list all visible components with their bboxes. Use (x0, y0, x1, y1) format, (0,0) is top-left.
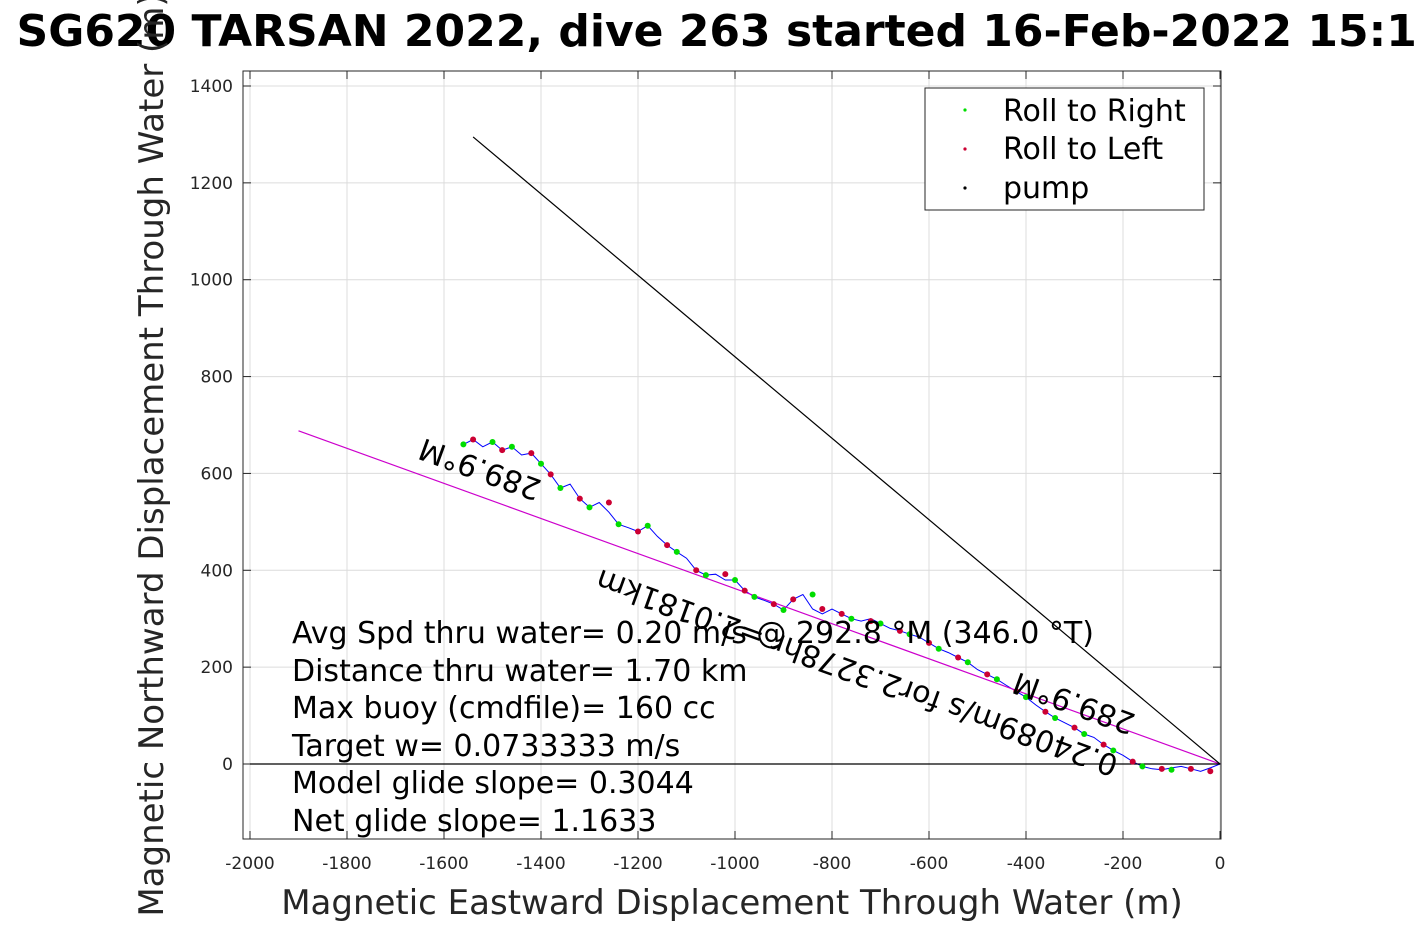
marker-roll-left (605, 499, 612, 506)
marker-roll-left (499, 447, 506, 454)
marker-roll-left (1207, 768, 1214, 775)
x-tick-labels: -2000 -1800 -1600 -1400 -1200 -1000 -800 -600 -4… (225, 854, 1225, 874)
marker-roll-left (635, 528, 641, 535)
marker-roll-right (1139, 763, 1146, 770)
marker-roll-right (877, 620, 884, 627)
marker-layer (460, 436, 1214, 775)
marker-roll-right (644, 522, 651, 529)
x-tick-label: -1400 (516, 854, 565, 874)
stat-model-glide-slope: Model glide slope= 0.3044 (292, 766, 694, 801)
marker-roll-right (673, 548, 680, 555)
marker-roll-right (489, 438, 496, 445)
x-tick-label: -600 (910, 854, 949, 874)
marker-roll-right (1052, 714, 1059, 721)
legend: Roll to Right Roll to Left pump (924, 87, 1205, 211)
marker-roll-left (955, 654, 962, 661)
y-tick-label: 0 (222, 755, 233, 775)
marker-roll-left (1071, 724, 1078, 731)
marker-roll-right (615, 521, 622, 528)
x-tick-label: -1600 (419, 854, 468, 874)
x-tick-label: -2000 (225, 854, 274, 874)
stat-distance: Distance thru water= 1.70 km (292, 654, 747, 689)
marker-roll-left (528, 450, 535, 457)
marker-roll-left (790, 596, 797, 603)
legend-marker-pump (963, 186, 967, 190)
y-tick-label: 1200 (190, 174, 233, 194)
series-line-course (298, 430, 1221, 765)
y-axis-label: Magnetic Northward Displacement Through … (132, 0, 172, 917)
marker-roll-left (693, 567, 700, 574)
x-tick-label: -1000 (710, 854, 759, 874)
legend-label-pump: pump (1003, 171, 1089, 206)
marker-roll-left (1013, 688, 1020, 695)
marker-roll-right (1168, 766, 1175, 773)
marker-roll-left (867, 618, 874, 625)
x-tick-label: -800 (813, 854, 852, 874)
stat-avg-speed: Avg Spd thru water= 0.20 m/s @ 292.8 °M … (292, 616, 1094, 651)
y-tick-labels: 0 200 400 600 800 1000 1200 1400 (190, 77, 233, 775)
marker-roll-right (993, 676, 1000, 683)
marker-roll-left (819, 606, 826, 613)
stat-max-buoy: Max buoy (cmdfile)= 160 cc (292, 691, 716, 726)
marker-roll-right (1081, 730, 1088, 737)
marker-roll-right (1023, 694, 1029, 701)
marker-roll-right (460, 441, 467, 448)
series-line-bearing (472, 136, 1221, 765)
marker-roll-left (1042, 708, 1049, 715)
marker-roll-right (702, 572, 709, 579)
marker-roll-left (470, 436, 477, 443)
marker-roll-left (576, 495, 583, 502)
marker-roll-left (547, 471, 554, 478)
legend-marker-roll-right (963, 108, 967, 112)
y-tick-label: 600 (201, 464, 233, 484)
marker-roll-right (586, 504, 593, 511)
x-tick-label: -1800 (322, 854, 371, 874)
marker-roll-right (809, 591, 816, 598)
chart-title: SG620 TARSAN 2022, dive 263 started 16-F… (17, 6, 1417, 57)
marker-roll-left (1158, 765, 1165, 772)
marker-roll-right (964, 659, 971, 666)
marker-roll-left (741, 587, 748, 594)
marker-roll-right (732, 576, 738, 583)
stat-net-glide-slope: Net glide slope= 1.1633 (292, 804, 656, 839)
marker-roll-right (935, 645, 942, 652)
y-tick-label: 1000 (190, 271, 233, 291)
y-tick-label: 200 (201, 658, 233, 678)
marker-roll-left (664, 542, 671, 549)
marker-roll-left (722, 571, 729, 578)
y-tick-label: 800 (201, 368, 233, 388)
x-tick-label: -200 (1104, 854, 1143, 874)
x-tick-label: 0 (1215, 854, 1226, 874)
marker-roll-right (557, 484, 564, 491)
marker-roll-left (1187, 765, 1194, 772)
marker-roll-right (751, 593, 758, 600)
marker-roll-right (538, 460, 544, 467)
marker-roll-right (508, 443, 515, 450)
marker-roll-left (1100, 741, 1107, 748)
stat-target-w: Target w= 0.0733333 m/s (291, 729, 680, 764)
y-tick-label: 1400 (190, 77, 233, 97)
marker-roll-left (1129, 758, 1136, 765)
stats-block: Avg Spd thru water= 0.20 m/s @ 292.8 °M … (291, 616, 1094, 839)
marker-roll-left (770, 601, 777, 608)
legend-label-roll-right: Roll to Right (1003, 94, 1186, 129)
marker-roll-right (848, 615, 855, 622)
x-tick-label: -1200 (613, 854, 662, 874)
marker-roll-left (926, 639, 932, 646)
heading-label-upper: 289.9°M (415, 430, 546, 506)
legend-marker-roll-left (963, 147, 967, 151)
marker-roll-left (896, 627, 903, 634)
legend-box (924, 87, 1205, 211)
plot-area (242, 70, 1222, 840)
marker-roll-right (906, 631, 913, 638)
y-tick-label: 400 (201, 561, 233, 581)
marker-roll-right (1110, 747, 1117, 754)
marker-roll-left (984, 671, 991, 678)
x-tick-label: -400 (1007, 854, 1046, 874)
legend-label-roll-left: Roll to Left (1003, 132, 1163, 167)
marker-roll-right (780, 606, 787, 613)
marker-roll-left (838, 610, 845, 617)
x-axis-label: Magnetic Eastward Displacement Through W… (281, 883, 1183, 923)
